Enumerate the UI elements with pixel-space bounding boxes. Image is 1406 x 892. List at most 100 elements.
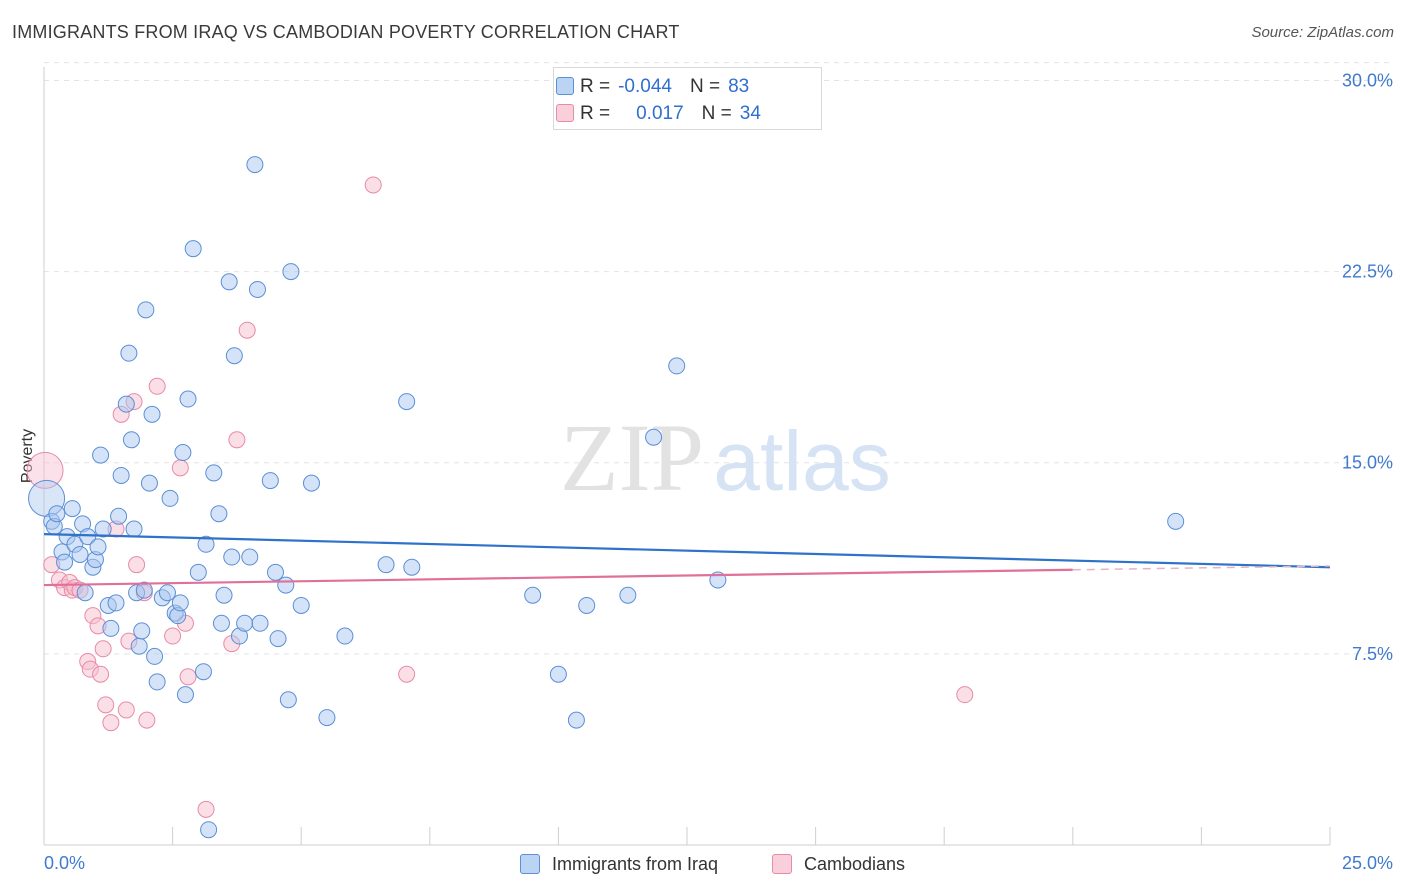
x-tick-label: 25.0% <box>1342 853 1393 873</box>
iraq-point <box>246 156 264 174</box>
cambodians-point <box>138 711 156 729</box>
legend-n-label: N = <box>701 103 732 124</box>
iraq-points <box>28 156 1185 839</box>
iraq-point <box>102 619 120 637</box>
iraq-point <box>133 622 151 640</box>
iraq-point <box>125 520 143 538</box>
iraq-point <box>318 709 336 727</box>
iraq-point <box>140 474 158 492</box>
legend-r-value: -0.044 <box>618 76 672 97</box>
iraq-point <box>524 586 542 604</box>
iraq-point <box>210 505 228 523</box>
iraq-point <box>645 428 663 446</box>
iraq-point <box>158 584 176 602</box>
cambodians-points <box>26 176 974 818</box>
cambodians-point <box>179 668 197 686</box>
cambodians-trend-extension <box>1072 565 1331 571</box>
iraq-point <box>79 528 97 546</box>
iraq-point <box>197 535 215 553</box>
iraq-point <box>174 444 192 462</box>
iraq-point <box>148 673 166 691</box>
cambodians-point <box>164 627 182 645</box>
iraq-point <box>92 446 110 464</box>
axes <box>43 67 1331 846</box>
bottom-swatch-cambodians <box>772 854 792 874</box>
iraq-point <box>94 520 112 538</box>
cambodians-point <box>228 431 246 449</box>
legend-n-value: 83 <box>728 76 750 97</box>
cambodians-point <box>102 714 120 732</box>
correlation-legend: R = -0.044 N = 83 R = 0.017 N = 34 <box>553 67 822 130</box>
cambodians-point <box>238 321 256 339</box>
iraq-point <box>225 347 243 365</box>
iraq-point <box>1167 512 1185 530</box>
iraq-point <box>179 390 197 408</box>
iraq-point <box>137 301 155 319</box>
cambodians-point <box>956 686 974 704</box>
grid-lines <box>44 62 1394 655</box>
iraq-point <box>71 545 89 563</box>
legend-r-value: 0.017 <box>636 103 684 124</box>
iraq-point <box>205 464 223 482</box>
iraq-point <box>549 665 567 683</box>
legend-n-value: 34 <box>739 103 761 124</box>
iraq-point <box>248 280 266 298</box>
iraq-point <box>292 596 310 614</box>
cambodians-point <box>26 451 64 489</box>
iraq-point <box>236 614 254 632</box>
iraq-point <box>76 584 94 602</box>
cambodians-point <box>128 556 146 574</box>
y-tick-label: 7.5% <box>1352 644 1393 664</box>
bottom-legend-cambodians-label: Cambodians <box>804 853 906 874</box>
x-tick-label: 0.0% <box>44 853 85 873</box>
iraq-point <box>176 686 194 704</box>
iraq-point <box>212 614 230 632</box>
cambodians-point <box>171 459 189 477</box>
iraq-point <box>398 393 416 411</box>
iraq-point <box>336 627 354 645</box>
tick-labels: 7.5% 15.0% 22.5% 30.0% 0.0% 25.0% <box>44 70 1393 873</box>
cambodians-point <box>117 701 135 719</box>
source-label: Source: ZipAtlas.com <box>1251 24 1394 41</box>
iraq-point <box>184 240 202 258</box>
iraq-point <box>567 711 585 729</box>
iraq-point <box>112 466 130 484</box>
cambodians-point <box>364 176 382 194</box>
iraq-point <box>403 558 421 576</box>
legend-r-label: R = <box>580 76 611 97</box>
iraq-point <box>117 395 135 413</box>
legend-swatch-iraq <box>556 77 574 95</box>
iraq-point <box>194 663 212 681</box>
iraq-point <box>48 505 66 523</box>
legend-swatch-cambodians <box>556 104 574 122</box>
iraq-point <box>220 273 238 291</box>
iraq-point <box>241 548 259 566</box>
watermark-zip: ZIP <box>560 404 704 511</box>
iraq-point <box>107 594 125 612</box>
iraq-point <box>251 614 269 632</box>
iraq-point <box>266 563 284 581</box>
bottom-swatch-iraq <box>520 854 540 874</box>
iraq-point <box>89 538 107 556</box>
iraq-point <box>215 586 233 604</box>
trend-lines <box>43 532 1331 587</box>
legend-n-label: N = <box>689 76 721 97</box>
cambodians-point <box>94 640 112 658</box>
y-tick-label: 30.0% <box>1342 70 1393 90</box>
iraq-point <box>161 489 179 507</box>
iraq-point <box>171 594 189 612</box>
iraq-point <box>668 357 686 375</box>
iraq-point <box>189 563 207 581</box>
cambodians-point <box>148 377 166 395</box>
iraq-point <box>143 405 161 423</box>
iraq-point <box>619 586 637 604</box>
cambodians-trend-line <box>43 568 1073 587</box>
iraq-point <box>223 548 241 566</box>
iraq-point <box>135 581 153 599</box>
cambodians-point <box>92 665 110 683</box>
y-tick-label: 15.0% <box>1342 453 1393 473</box>
watermark-atlas: atlas <box>713 414 890 508</box>
iraq-point <box>200 821 218 839</box>
iraq-point <box>282 263 300 281</box>
bottom-legend-cambodians: Cambodians <box>772 852 905 876</box>
